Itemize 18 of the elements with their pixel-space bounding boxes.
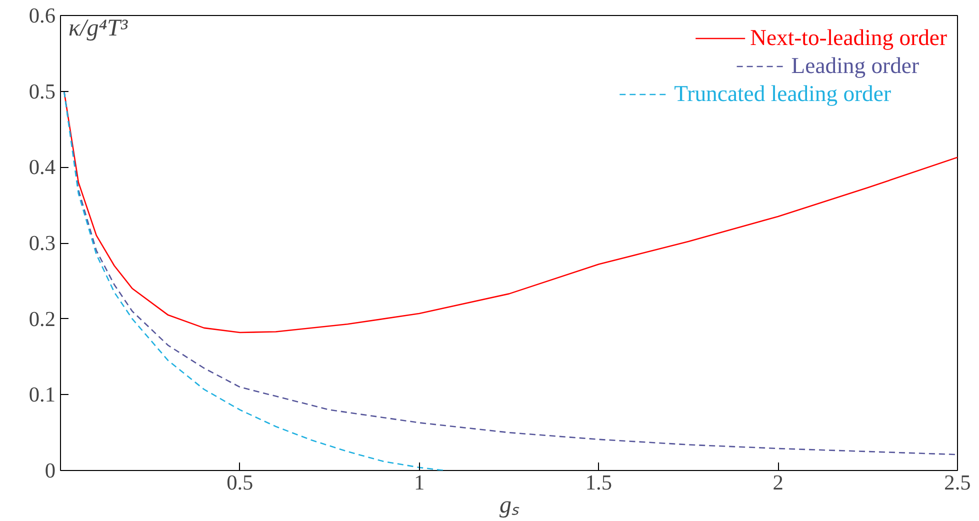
y-tick-label: 0.6 bbox=[28, 4, 56, 28]
line-series bbox=[63, 90, 446, 470]
x-tick-label: 0.5 bbox=[226, 470, 254, 494]
legend-label: Truncated leading order bbox=[674, 81, 891, 107]
x-tick-label: 2 bbox=[772, 470, 784, 494]
x-axis-title: gₛ bbox=[500, 492, 520, 518]
x-tick-label: 1.5 bbox=[585, 470, 612, 494]
x-tick-label: 2.5 bbox=[944, 470, 971, 494]
y-tick-label: 0.2 bbox=[28, 306, 56, 331]
y-tick-label: 0 bbox=[44, 458, 56, 482]
y-tick-label: 0.4 bbox=[28, 155, 56, 180]
y-tick-label: 0.1 bbox=[28, 382, 56, 407]
y-axis-title: κ/g⁴T³ bbox=[68, 16, 128, 42]
x-tick-label: 1 bbox=[414, 470, 425, 494]
y-tick-label: 0.3 bbox=[28, 231, 56, 255]
y-tick-label: 0.5 bbox=[28, 79, 56, 104]
legend-label: Leading order bbox=[791, 53, 919, 79]
legend-label: Next-to-leading order bbox=[750, 25, 947, 51]
